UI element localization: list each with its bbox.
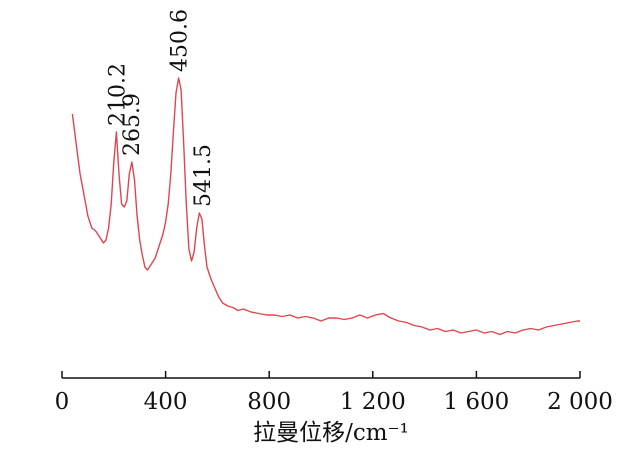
x-tick-label: 0: [55, 389, 70, 415]
peak-label: 541.5: [191, 144, 216, 207]
peak-label: 265.9: [120, 93, 145, 156]
x-tick-label: 400: [144, 389, 188, 415]
spectrum-line: [71, 77, 580, 336]
series-group: [71, 77, 580, 336]
x-tick-label: 800: [247, 389, 291, 415]
peak-label: 210.2: [105, 63, 130, 126]
x-ticks: 0 400 800 1 200 1 600 2 000: [55, 371, 613, 415]
x-tick-label: 1 200: [340, 389, 406, 415]
x-tick-label: 2 000: [547, 389, 613, 415]
peak-label: 450.6: [168, 9, 193, 72]
x-tick-label: 1 600: [443, 389, 509, 415]
x-axis-label: 拉曼位移/cm⁻¹: [253, 420, 409, 446]
